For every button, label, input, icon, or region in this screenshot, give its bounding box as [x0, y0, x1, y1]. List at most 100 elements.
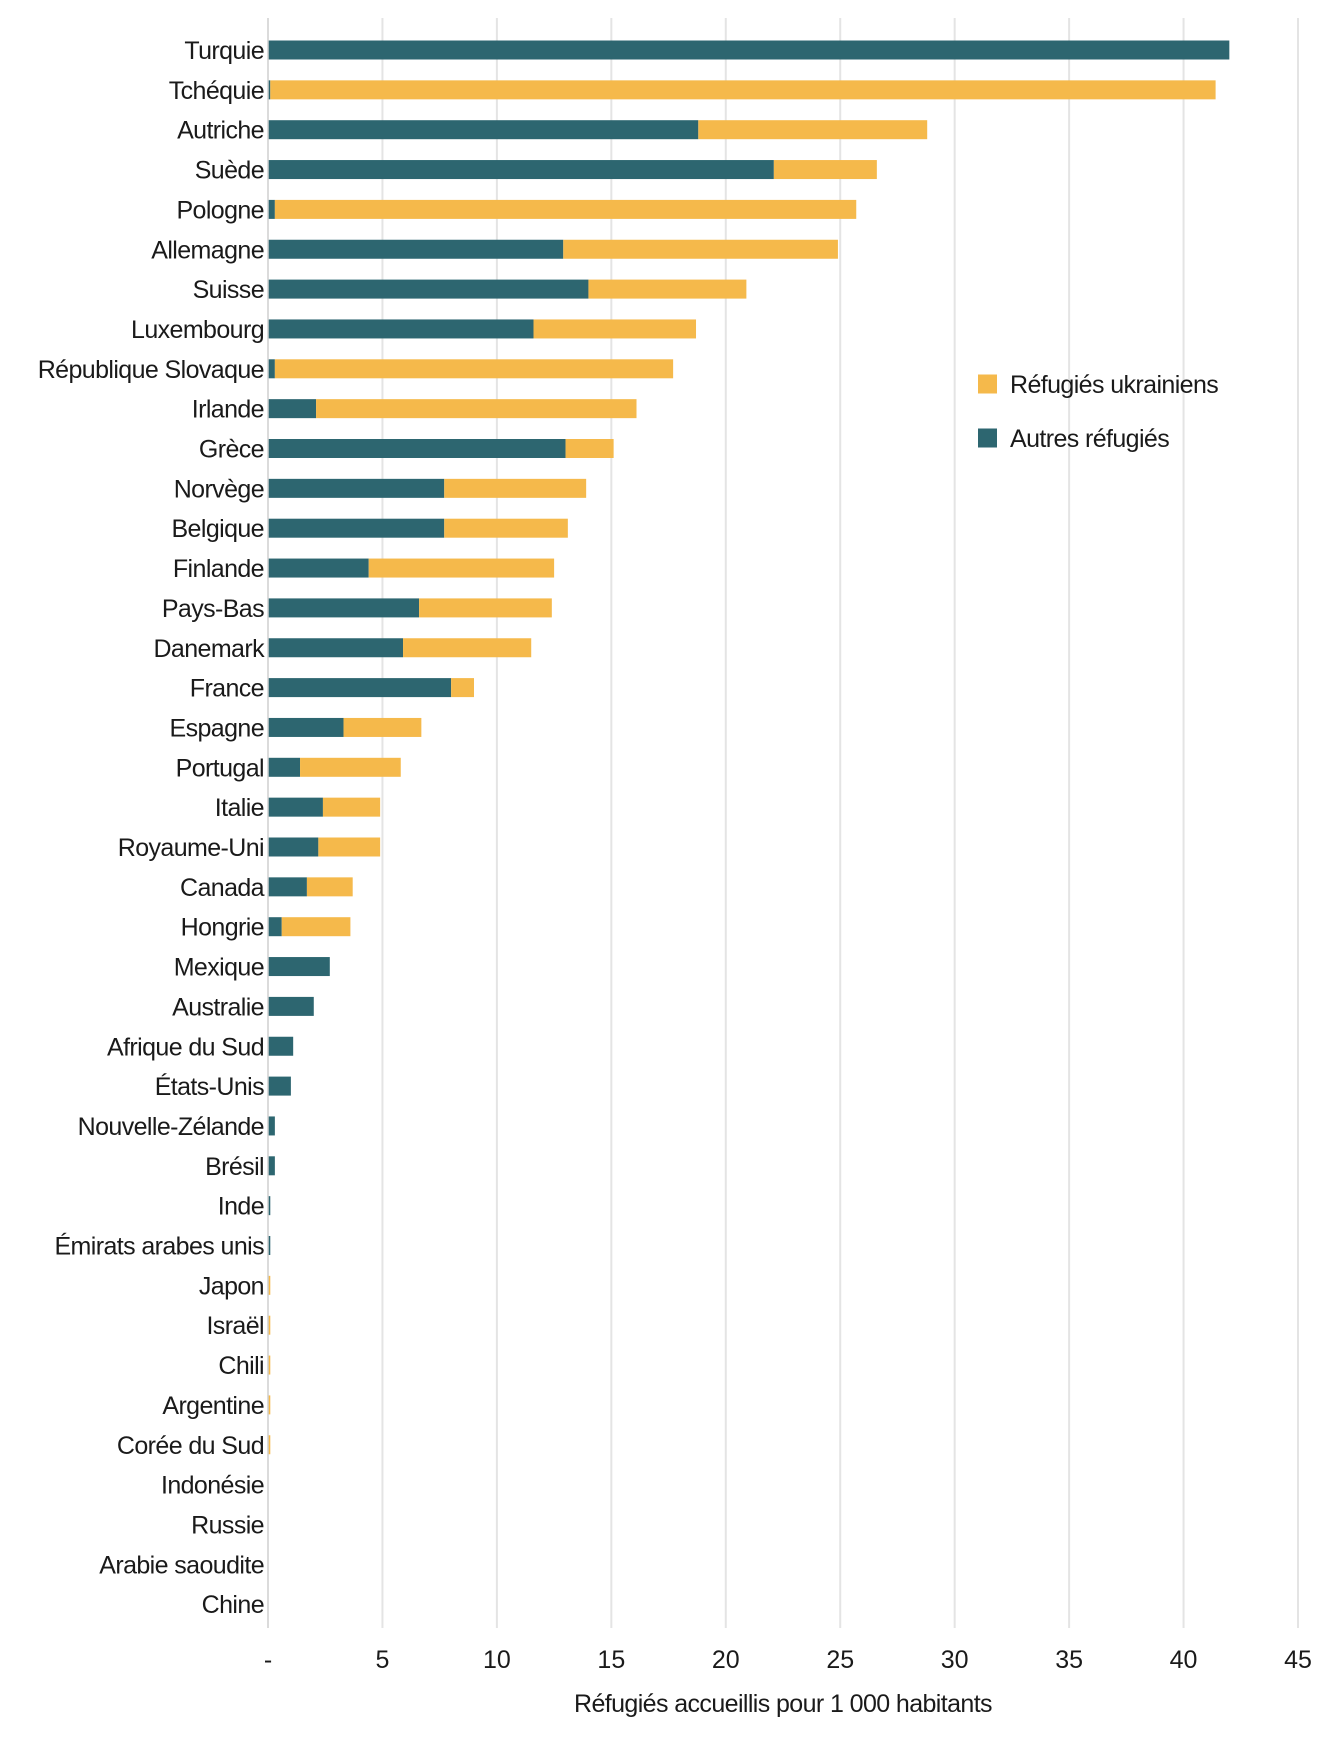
category-label: Japon: [199, 1272, 264, 1300]
category-label: Portugal: [176, 754, 264, 782]
bar-refugies-ukrainiens: [368, 558, 555, 578]
bar-autres-refugies: [268, 1036, 294, 1056]
category-label: Mexique: [174, 954, 264, 982]
bar-refugies-ukrainiens: [268, 1275, 271, 1295]
bar-autres-refugies: [268, 1196, 271, 1216]
category-label: Royaume-Uni: [118, 834, 264, 862]
bar-autres-refugies: [268, 239, 564, 259]
legend-label: Autres réfugiés: [1010, 425, 1169, 453]
bar-refugies-ukrainiens: [274, 359, 674, 379]
category-label: Arabie saoudite: [99, 1551, 264, 1579]
category-label: Autriche: [177, 117, 264, 145]
bar-refugies-ukrainiens: [300, 757, 401, 777]
category-label: Israël: [206, 1312, 264, 1340]
bar-refugies-ukrainiens: [565, 439, 614, 458]
category-label: Tchéquie: [169, 77, 264, 105]
category-label: Russie: [191, 1511, 264, 1539]
category-labels: Turquie Tchéquie Autriche Suède Pologne Allem…: [38, 37, 266, 1619]
bar-refugies-ukrainiens: [533, 319, 697, 339]
category-label: Nouvelle-Zélande: [78, 1113, 264, 1141]
x-axis-ticks: - 5 10 15 20 25 30 35 40 45: [264, 1646, 1312, 1674]
bar-autres-refugies: [268, 797, 323, 817]
bar-autres-refugies: [268, 957, 330, 977]
x-tick-label: 10: [483, 1646, 511, 1674]
x-tick-label: -: [264, 1646, 272, 1674]
bar-autres-refugies: [268, 877, 307, 897]
bar-refugies-ukrainiens: [451, 678, 474, 698]
bar-refugies-ukrainiens: [698, 120, 928, 140]
bar-autres-refugies: [268, 279, 589, 299]
bar-refugies-ukrainiens: [270, 80, 1216, 100]
category-label: Danemark: [153, 635, 265, 663]
category-label: Allemagne: [151, 236, 264, 264]
bar-autres-refugies: [268, 359, 275, 379]
bar-autres-refugies: [268, 837, 319, 857]
bar-autres-refugies: [268, 478, 445, 498]
category-label: Italie: [215, 794, 264, 822]
category-label: Brésil: [205, 1153, 264, 1181]
legend-label: Réfugiés ukrainiens: [1010, 371, 1218, 399]
bar-autres-refugies: [268, 40, 1230, 60]
bar-refugies-ukrainiens: [588, 279, 747, 299]
category-label: Australie: [172, 993, 264, 1021]
bar-autres-refugies: [268, 1236, 271, 1255]
x-tick-label: 40: [1170, 1646, 1198, 1674]
category-label: Espagne: [170, 714, 265, 742]
bar-autres-refugies: [268, 399, 317, 419]
category-label: Canada: [180, 874, 265, 902]
bar-refugies-ukrainiens: [316, 399, 637, 419]
bar-refugies-ukrainiens: [281, 917, 351, 937]
gridlines: [381, 18, 1299, 1628]
x-tick-label: 25: [826, 1646, 854, 1674]
category-label: Indonésie: [161, 1472, 264, 1500]
category-label: Belgique: [171, 515, 264, 543]
bar-autres-refugies: [268, 1156, 275, 1176]
bar-refugies-ukrainiens: [343, 717, 422, 737]
bar-autres-refugies: [268, 1116, 275, 1136]
bar-autres-refugies: [268, 717, 344, 737]
bar-refugies-ukrainiens: [563, 239, 838, 259]
category-label: États-Unis: [155, 1072, 264, 1101]
bar-autres-refugies: [268, 80, 271, 100]
bar-refugies-ukrainiens: [274, 199, 857, 219]
bars: [268, 40, 1230, 1455]
x-tick-label: 35: [1055, 1646, 1083, 1674]
bar-autres-refugies: [268, 120, 699, 140]
x-axis-title: Réfugiés accueillis pour 1 000 habitants: [574, 1690, 992, 1718]
category-label: Émirats arabes unis: [54, 1232, 264, 1261]
x-tick-label: 15: [597, 1646, 625, 1674]
bar-autres-refugies: [268, 439, 566, 458]
category-label: Corée du Sud: [117, 1432, 264, 1460]
x-tick-label: 30: [941, 1646, 969, 1674]
category-label: Chine: [202, 1591, 264, 1619]
bar-autres-refugies: [268, 558, 369, 578]
bar-refugies-ukrainiens: [268, 1355, 271, 1375]
legend-swatch: [978, 374, 997, 394]
x-tick-label: 5: [375, 1646, 389, 1674]
bar-autres-refugies: [268, 1076, 291, 1096]
x-tick-label: 20: [712, 1646, 740, 1674]
category-label: France: [190, 675, 264, 703]
category-label: Chili: [218, 1352, 264, 1380]
bar-autres-refugies: [268, 319, 534, 339]
bar-autres-refugies: [268, 160, 774, 180]
bar-autres-refugies: [268, 996, 314, 1016]
category-label: Irlande: [192, 396, 264, 424]
bar-autres-refugies: [268, 917, 282, 937]
bar-refugies-ukrainiens: [268, 1395, 271, 1415]
bar-refugies-ukrainiens: [322, 797, 381, 817]
category-label: Finlande: [173, 555, 264, 583]
bar-refugies-ukrainiens: [306, 877, 353, 897]
category-label: Norvège: [174, 475, 264, 503]
category-label: Pologne: [176, 196, 264, 224]
bar-autres-refugies: [268, 678, 452, 698]
category-label: Turquie: [184, 37, 264, 65]
category-label: Grèce: [199, 436, 264, 464]
category-label: Afrique du Sud: [107, 1033, 264, 1061]
bar-autres-refugies: [268, 518, 445, 538]
bar-autres-refugies: [268, 757, 301, 777]
bar-refugies-ukrainiens: [318, 837, 381, 857]
bar-autres-refugies: [268, 598, 420, 618]
category-label: Pays-Bas: [162, 595, 264, 623]
